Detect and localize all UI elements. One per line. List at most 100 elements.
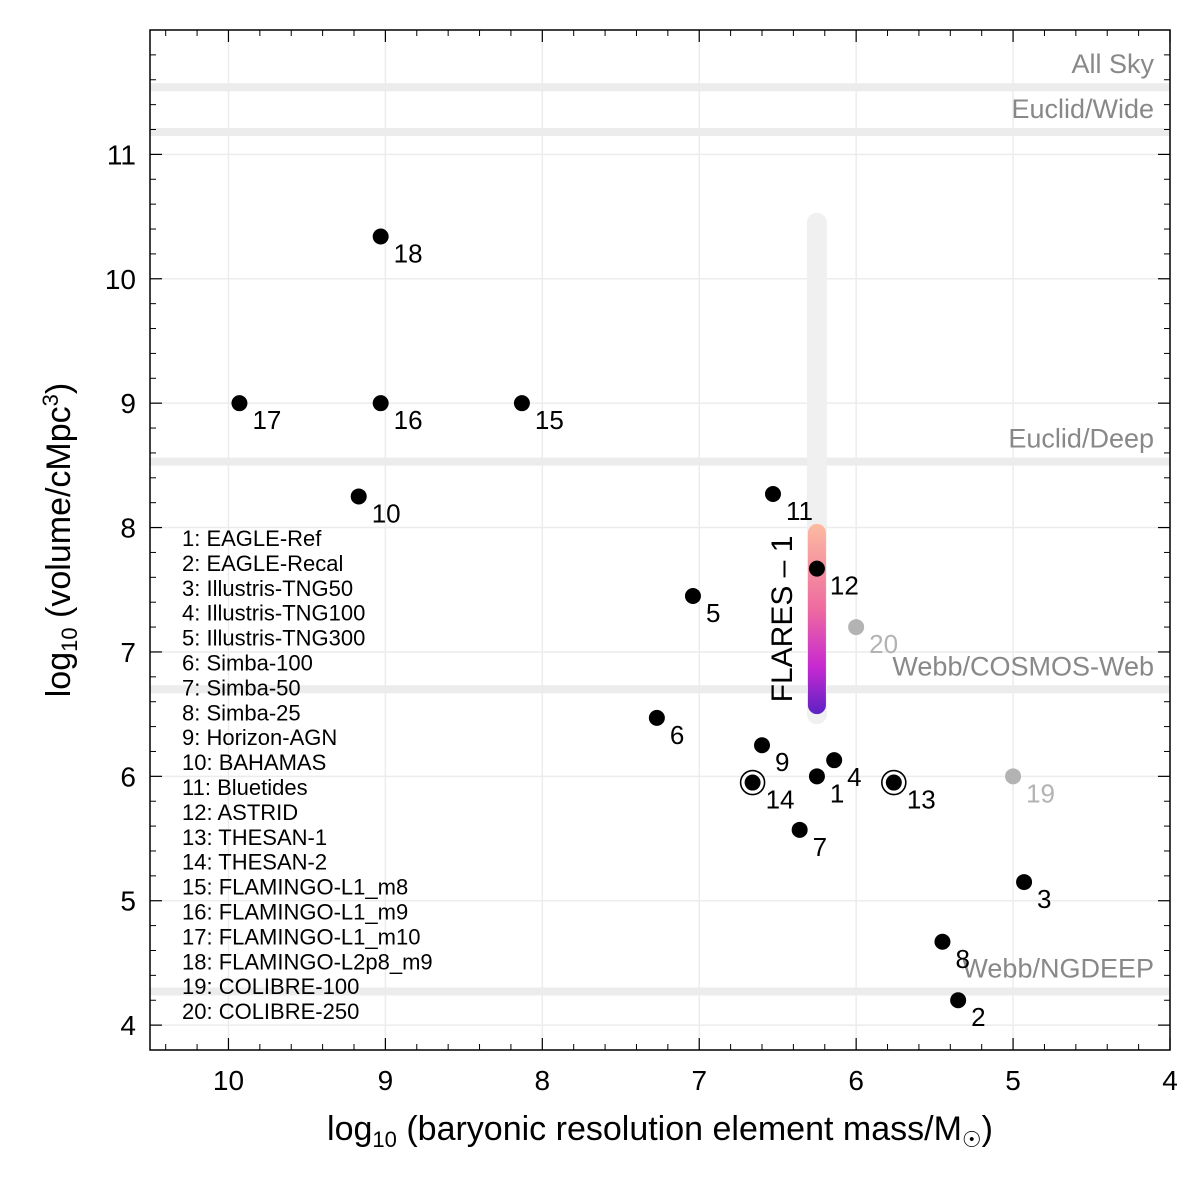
flares-bar: FLARES – 1 [766, 212, 827, 725]
legend-item-11: 11: Bluetides [182, 775, 308, 800]
point-12 [808, 560, 825, 577]
point-1 [808, 768, 825, 785]
point-10 [350, 488, 367, 505]
legend-item-19: 19: COLIBRE-100 [182, 974, 359, 999]
point-8 [934, 933, 951, 950]
point-label-13: 13 [907, 785, 936, 815]
y-tick-label: 11 [107, 139, 136, 170]
grid [150, 30, 1170, 1050]
x-tick-label: 5 [1005, 1065, 1021, 1096]
survey-label: Webb/NGDEEP [962, 954, 1154, 984]
point-18 [372, 228, 389, 245]
legend-item-14: 14: THESAN-2 [182, 850, 327, 875]
point-label-6: 6 [670, 720, 684, 750]
point-label-8: 8 [955, 944, 969, 974]
point-14 [744, 774, 761, 791]
legend-item-15: 15: FLAMINGO-L1_m8 [182, 875, 408, 900]
y-tick-label: 8 [120, 513, 136, 544]
point-2 [950, 992, 967, 1009]
x-label-sun: ☉ [962, 1127, 982, 1152]
y-tick-label: 10 [105, 264, 136, 295]
point-7 [791, 821, 808, 838]
point-3 [1016, 874, 1033, 891]
point-label-17: 17 [252, 405, 281, 435]
legend-item-17: 17: FLAMINGO-L1_m10 [182, 924, 420, 949]
legend-item-8: 8: Simba-25 [182, 700, 301, 725]
y-label-sub: 10 [57, 627, 82, 651]
legend-item-12: 12: ASTRID [182, 800, 298, 825]
point-label-15: 15 [535, 405, 564, 435]
survey-lines: All Sky Euclid/Wide Euclid/Deep Webb/COSMOS… [150, 49, 1170, 996]
flares-gradient-bar [807, 523, 826, 715]
legend-item-9: 9: Horizon-AGN [182, 725, 337, 750]
point-label-9: 9 [775, 747, 789, 777]
point-13 [885, 774, 902, 791]
point-label-11: 11 [786, 496, 813, 526]
legend-item-5: 5: Illustris-TNG300 [182, 626, 365, 651]
plot-frame [149, 29, 1171, 1051]
y-tick-label: 9 [120, 388, 136, 419]
x-tick-label: 9 [378, 1065, 394, 1096]
point-label-7: 7 [813, 832, 827, 862]
point-label-18: 18 [394, 238, 423, 268]
survey-label: Euclid/Deep [1008, 424, 1154, 454]
point-4 [826, 752, 843, 769]
x-tick-label: 7 [691, 1065, 707, 1096]
point-label-20: 20 [869, 629, 898, 659]
x-tick-label: 6 [848, 1065, 864, 1096]
point-15 [513, 395, 530, 412]
point-5 [684, 587, 701, 604]
y-label-text: (volume/cMpc [40, 406, 78, 627]
y-label-log: log [40, 652, 78, 697]
axis-ticks: 10 9 8 7 6 5 4 4 5 6 7 8 9 10 11 [105, 30, 1178, 1096]
x-label-close: ) [982, 1110, 993, 1148]
point-ring [739, 769, 766, 796]
survey-label: All Sky [1071, 49, 1154, 79]
legend-item-7: 7: Simba-50 [182, 675, 301, 700]
point-ring [881, 769, 907, 796]
point-6 [648, 709, 665, 726]
point-label-16: 16 [394, 405, 423, 435]
point-11 [764, 485, 781, 502]
x-label-log: log [327, 1110, 372, 1148]
legend-item-16: 16: FLAMINGO-L1_m9 [182, 900, 408, 925]
legend-item-2: 2: EAGLE-Recal [182, 551, 343, 576]
y-label-sup: 3 [38, 394, 63, 406]
point-19 [1005, 768, 1022, 785]
point-label-5: 5 [706, 598, 720, 628]
survey-label: Webb/COSMOS-Web [892, 651, 1154, 681]
x-tick-label: 10 [213, 1065, 244, 1096]
point-label-1: 1 [830, 778, 844, 808]
x-label-sub: 10 [372, 1127, 396, 1152]
point-17 [231, 395, 248, 412]
y-tick-label: 5 [120, 886, 136, 917]
y-tick-label: 6 [120, 761, 136, 792]
legend-item-20: 20: COLIBRE-250 [182, 999, 359, 1024]
point-20 [848, 619, 865, 636]
y-axis-label: log10 (volume/cMpc3) [38, 383, 82, 698]
point-label-3: 3 [1037, 884, 1051, 914]
legend-item-10: 10: BAHAMAS [182, 750, 326, 775]
point-label-10: 10 [372, 498, 401, 528]
y-label-close: ) [40, 383, 78, 394]
legend-item-1: 1: EAGLE-Ref [182, 526, 322, 551]
point-label-4: 4 [847, 762, 861, 792]
point-label-14: 14 [766, 785, 795, 815]
x-tick-label: 4 [1162, 1065, 1178, 1096]
survey-label: Euclid/Wide [1011, 94, 1154, 124]
x-tick-label: 8 [535, 1065, 551, 1096]
flares-label: FLARES – 1 [766, 536, 799, 703]
point-9 [754, 737, 770, 754]
legend-item-13: 13: THESAN-1 [182, 825, 327, 850]
legend-item-18: 18: FLAMINGO-L2p8_m9 [182, 949, 433, 974]
x-label-text: (baryonic resolution element mass/M [397, 1110, 962, 1148]
point-label-2: 2 [971, 1002, 985, 1032]
legend-item-4: 4: Illustris-TNG100 [182, 601, 365, 626]
legend-item-3: 3: Illustris-TNG50 [182, 576, 353, 601]
point-16 [372, 395, 389, 412]
point-label-19: 19 [1026, 778, 1055, 808]
legend-item-6: 6: Simba-100 [182, 651, 313, 676]
